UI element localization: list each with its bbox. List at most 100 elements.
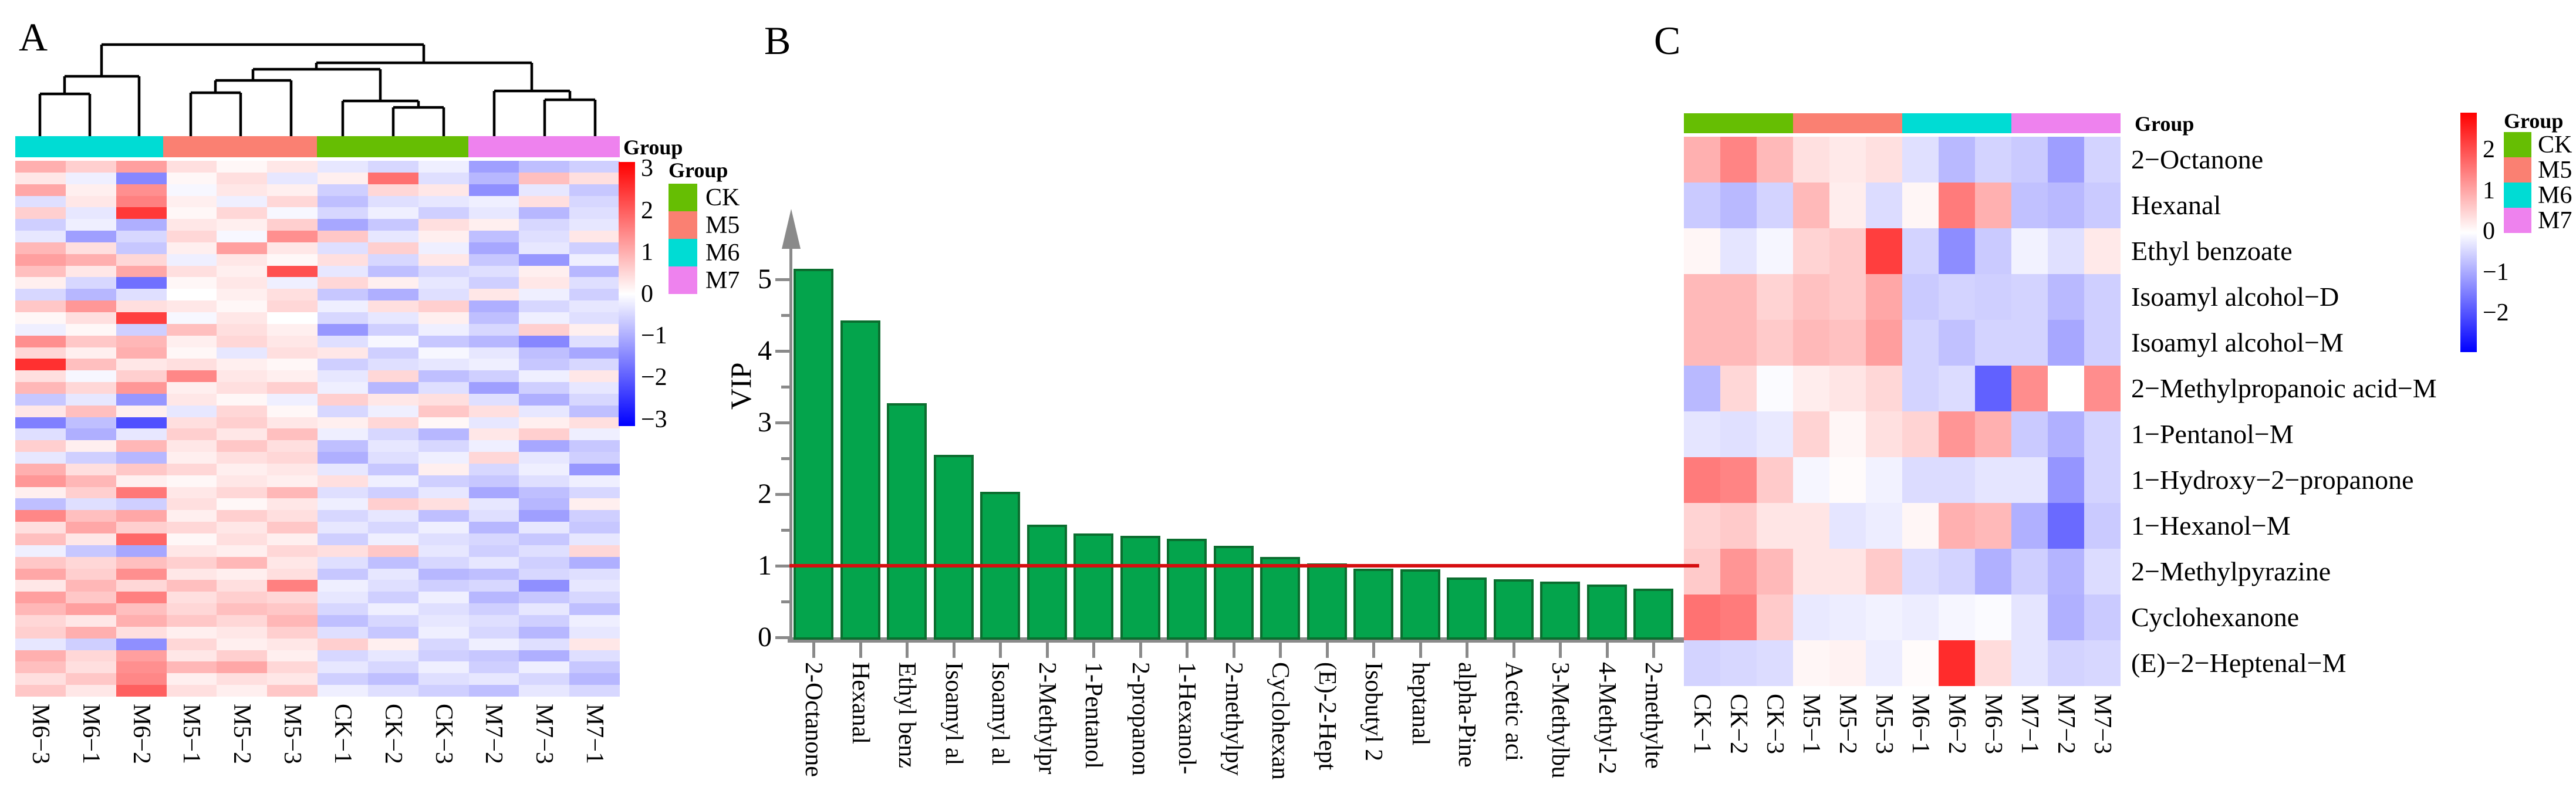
compound-row-label: Isoamyl alcohol−M bbox=[2131, 327, 2344, 357]
heatmap-cell bbox=[468, 661, 519, 674]
heatmap-cell bbox=[1793, 137, 1829, 183]
heatmap-cell bbox=[468, 289, 519, 301]
heatmap-cell bbox=[1720, 183, 1757, 228]
legend-swatch-m7 bbox=[669, 266, 697, 294]
heatmap-cell bbox=[569, 533, 620, 545]
heatmap-cell bbox=[418, 172, 469, 184]
heatmap-cell bbox=[217, 522, 268, 533]
heatmap-cell bbox=[318, 335, 368, 347]
heatmap-cell bbox=[569, 626, 620, 639]
heatmap-cell bbox=[65, 195, 116, 208]
heatmap-cell bbox=[468, 219, 519, 231]
sample-label: M7−1 bbox=[581, 704, 609, 765]
heatmap-cell bbox=[468, 231, 519, 242]
heatmap-cell bbox=[367, 335, 418, 347]
heatmap-cell bbox=[367, 370, 418, 383]
sample-label: M5−1 bbox=[1798, 694, 1825, 755]
heatmap-cell bbox=[267, 161, 318, 173]
y-tick-label: 3 bbox=[758, 407, 772, 438]
heatmap-cell bbox=[65, 405, 116, 417]
heatmap-cell bbox=[1757, 457, 1793, 503]
heatmap-cell bbox=[166, 382, 217, 394]
legend-swatch-ck bbox=[669, 184, 697, 211]
heatmap-cell bbox=[267, 219, 318, 231]
heatmap-cell bbox=[519, 417, 570, 429]
heatmap-cell bbox=[418, 487, 469, 499]
heatmap-cell bbox=[15, 650, 66, 662]
heatmap-cell bbox=[65, 580, 116, 592]
heatmap-cell bbox=[2048, 228, 2084, 274]
heatmap-cell bbox=[1975, 411, 2011, 457]
heatmap-cell bbox=[116, 359, 167, 371]
heatmap-cell bbox=[15, 289, 66, 301]
heatmap-cell bbox=[1866, 595, 1902, 640]
heatmap-cell bbox=[1902, 595, 1939, 640]
heatmap-cell bbox=[267, 487, 318, 499]
heatmap-cell bbox=[318, 417, 368, 429]
compound-row-label: Cyclohexanone bbox=[2131, 602, 2300, 632]
heatmap-cell bbox=[1975, 640, 2011, 686]
heatmap-cell bbox=[569, 568, 620, 580]
heatmap-cell bbox=[2084, 274, 2121, 320]
heatmap-cell bbox=[519, 382, 570, 394]
sample-label: M5−2 bbox=[228, 704, 256, 765]
heatmap-cell bbox=[116, 661, 167, 674]
legend-swatch-m7 bbox=[2504, 208, 2531, 233]
y-major-tick bbox=[775, 350, 789, 353]
heatmap-cell bbox=[318, 673, 368, 685]
heatmap-cell bbox=[166, 359, 217, 371]
y-tick-label: 0 bbox=[758, 622, 772, 653]
heatmap-cell bbox=[217, 650, 268, 662]
heatmap-cell bbox=[2011, 366, 2048, 411]
heatmap-cell bbox=[519, 393, 570, 406]
heatmap-cell bbox=[116, 219, 167, 231]
compound-label: 4-Methyl-2 bbox=[1593, 662, 1620, 775]
vip-bar bbox=[1120, 536, 1160, 640]
heatmap-cell bbox=[166, 335, 217, 347]
heatmap-cell bbox=[519, 463, 570, 475]
heatmap-cell bbox=[1720, 549, 1757, 595]
compound-label: Isobutyl 2 bbox=[1360, 662, 1387, 762]
heatmap-cell bbox=[318, 195, 368, 208]
compound-row-label: 2−Methylpropanoic acid−M bbox=[2131, 373, 2437, 403]
heatmap-cell bbox=[318, 382, 368, 394]
heatmap-cell bbox=[569, 592, 620, 604]
heatmap-cell bbox=[217, 172, 268, 184]
heatmap-cell bbox=[2084, 183, 2121, 228]
heatmap-cell bbox=[65, 184, 116, 196]
heatmap-cell bbox=[267, 417, 318, 429]
heatmap-cell bbox=[15, 510, 66, 522]
heatmap-cell bbox=[318, 231, 368, 242]
heatmap-cell bbox=[15, 184, 66, 196]
x-tick bbox=[1372, 643, 1375, 658]
heatmap-cell bbox=[1757, 366, 1793, 411]
compound-label: Cyclohexan bbox=[1267, 662, 1294, 780]
compound-row-label: Isoamyl alcohol−D bbox=[2131, 282, 2339, 312]
heatmap-cell bbox=[367, 452, 418, 464]
heatmap-cell bbox=[318, 533, 368, 545]
heatmap-cell bbox=[217, 254, 268, 266]
heatmap-cell bbox=[2048, 366, 2084, 411]
heatmap-cell bbox=[468, 393, 519, 406]
heatmap-cell bbox=[217, 487, 268, 499]
heatmap-cell bbox=[15, 592, 66, 604]
heatmap-cell bbox=[1939, 137, 1975, 183]
x-tick bbox=[859, 643, 862, 658]
heatmap-cell bbox=[2011, 137, 2048, 183]
heatmap-cell bbox=[569, 219, 620, 231]
heatmap-cell bbox=[519, 231, 570, 242]
heatmap-cell bbox=[116, 638, 167, 650]
heatmap-cell bbox=[569, 405, 620, 417]
heatmap-cell bbox=[65, 382, 116, 394]
sample-label: M6−2 bbox=[127, 704, 155, 765]
heatmap-cell bbox=[166, 522, 217, 533]
heatmap-cell bbox=[166, 417, 217, 429]
panel-b-label: B bbox=[764, 18, 791, 63]
heatmap-cell bbox=[519, 510, 570, 522]
heatmap-cell bbox=[65, 510, 116, 522]
compound-label: alpha-Pine bbox=[1453, 662, 1480, 768]
heatmap-cell bbox=[65, 219, 116, 231]
heatmap-cell bbox=[65, 207, 116, 219]
heatmap-cell bbox=[2048, 183, 2084, 228]
heatmap-cell bbox=[217, 323, 268, 336]
